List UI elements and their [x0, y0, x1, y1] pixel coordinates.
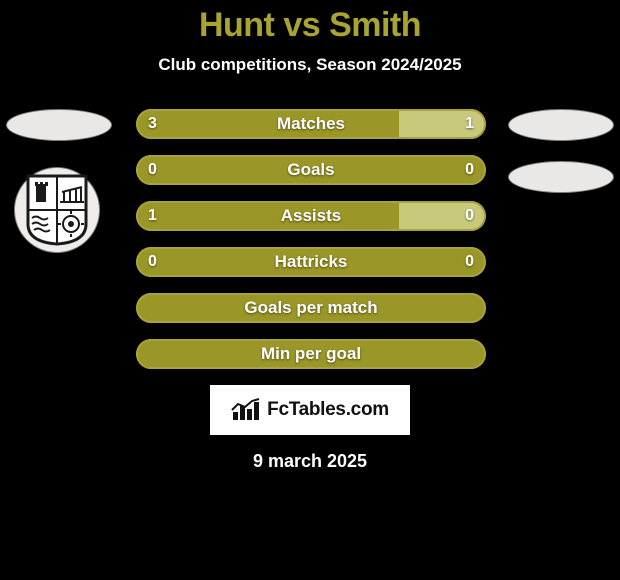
stat-row: Goals per match [136, 293, 486, 323]
footer-logo: FcTables.com [210, 385, 410, 435]
footer-logo-text: FcTables.com [267, 399, 389, 421]
stat-seg-full [136, 155, 486, 185]
fctables-chart-icon [231, 398, 261, 422]
stat-bars: Matches31 Goals00 Assists10 Hattricks00 Goal… [136, 109, 486, 369]
club-crest-left [14, 167, 100, 253]
stat-seg-full [136, 293, 486, 323]
player-right-ellipse-2 [508, 161, 614, 193]
page-title: Hunt vs Smith [0, 0, 620, 45]
stat-row: Assists10 [136, 201, 486, 231]
date-text: 9 march 2025 [0, 451, 620, 472]
stat-seg-left [136, 109, 399, 139]
player-left-ellipse [6, 109, 112, 141]
stat-row: Min per goal [136, 339, 486, 369]
subtitle: Club competitions, Season 2024/2025 [0, 55, 620, 75]
club-crest-icon [26, 174, 88, 246]
player-right-ellipse-1 [508, 109, 614, 141]
stat-row: Matches31 [136, 109, 486, 139]
stat-seg-right [399, 109, 487, 139]
stat-seg-full [136, 247, 486, 277]
comparison-arena: Matches31 Goals00 Assists10 Hattricks00 Goal… [0, 109, 620, 369]
stat-row: Goals00 [136, 155, 486, 185]
stat-seg-right [399, 201, 487, 231]
stat-seg-left [136, 201, 399, 231]
stat-seg-full [136, 339, 486, 369]
stat-row: Hattricks00 [136, 247, 486, 277]
